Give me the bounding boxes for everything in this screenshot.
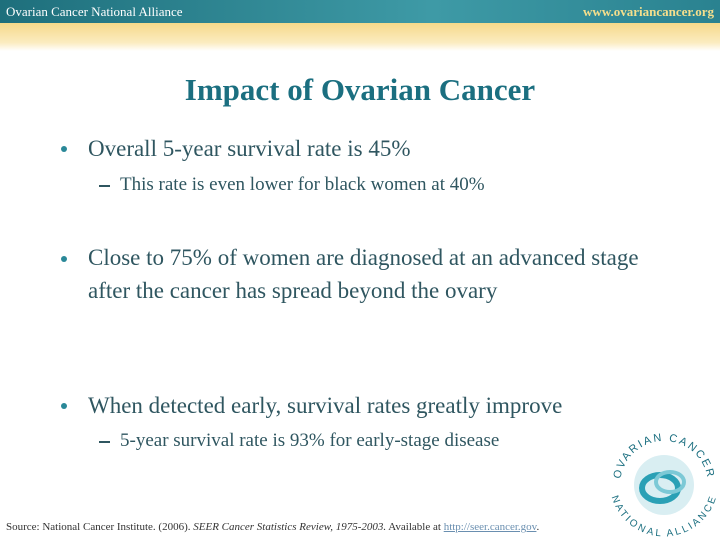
source-prefix: Source: National Cancer Institute. (2006… xyxy=(6,521,191,533)
bullet-text: Close to 75% of women are diagnosed at a… xyxy=(88,245,639,303)
header-band xyxy=(0,23,720,51)
sub-bullet-text: This rate is even lower for black women … xyxy=(120,174,485,195)
source-citation: Source: National Cancer Institute. (2006… xyxy=(6,521,539,533)
bullet-text: When detected early, survival rates grea… xyxy=(88,393,563,418)
logo: OVARIAN CANCER NATIONAL ALLIANCE xyxy=(609,432,718,538)
slide-title: Impact of Ovarian Cancer xyxy=(184,72,536,107)
website: www.ovariancancer.org xyxy=(583,4,714,19)
org-name: Ovarian Cancer National Alliance xyxy=(6,4,183,19)
bullet-dash xyxy=(99,185,110,187)
logo-swirl xyxy=(654,470,686,494)
source-link[interactable]: http://seer.cancer.gov xyxy=(443,521,537,533)
bullet-dot xyxy=(61,403,67,409)
source-suffix: . xyxy=(536,521,540,533)
bullet-text: Overall 5-year survival rate is 45% xyxy=(88,136,411,161)
header-bar xyxy=(0,0,720,23)
source-publication: SEER Cancer Statistics Review, 1975-2003… xyxy=(193,521,387,533)
sub-bullet-text: 5-year survival rate is 93% for early-st… xyxy=(120,430,500,451)
source-middle: Available at xyxy=(388,521,441,533)
bullet-dot xyxy=(61,256,67,262)
bullet-dash xyxy=(99,441,110,443)
bullet-dot xyxy=(61,146,67,152)
